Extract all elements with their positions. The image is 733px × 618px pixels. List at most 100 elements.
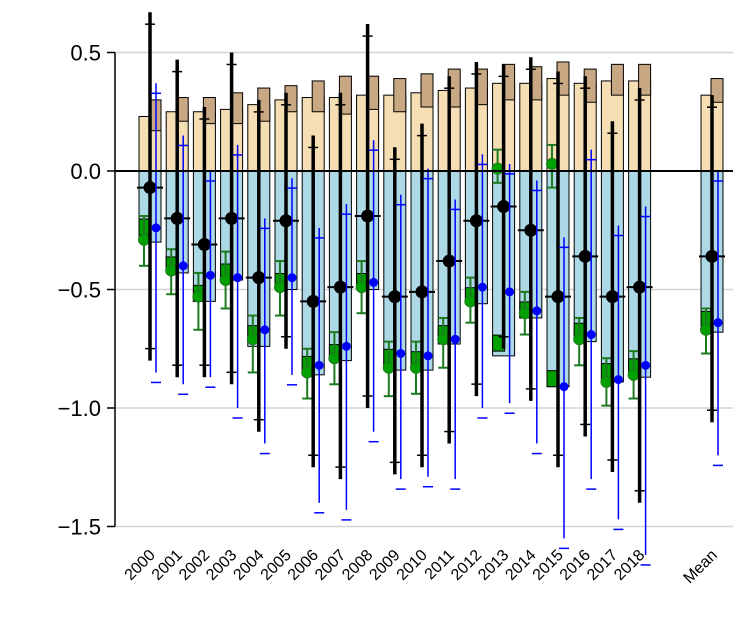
positive-bar-segment [610,63,624,96]
category-group-2013 [490,63,517,415]
green-point [138,233,150,246]
x-tick-label-2015: 2015 [530,547,567,584]
y-tick-label-3: 0.0 [70,159,101,184]
black-point [442,254,456,268]
x-tick-label-2009: 2009 [366,547,403,584]
category-group-2004 [245,87,272,455]
green-point [246,333,259,346]
green-point [464,295,477,308]
green-point [382,361,395,374]
x-tick-label-2001: 2001 [149,547,186,584]
blue-point [477,282,487,292]
green-point [627,368,640,381]
blue-point [450,334,460,344]
blue-point [713,318,723,328]
green-point [165,264,178,277]
category-group-2001 [164,59,191,396]
x-tick-label-2000: 2000 [122,547,159,584]
x-tick-label-2014: 2014 [502,547,539,584]
y-tick-label-4: 0.5 [70,41,101,66]
category-group-2017 [599,63,626,531]
black-point [415,285,429,299]
x-tick-label-2017: 2017 [584,547,621,584]
category-group-2005 [273,85,299,386]
black-point [388,290,402,304]
green-point [410,361,422,374]
black-point [143,181,157,195]
positive-bar-segment [638,63,652,96]
black-point [578,249,592,263]
category-group-2006 [300,80,327,514]
x-tick-label-2010: 2010 [394,547,431,584]
black-point [705,249,719,263]
green-point [301,366,314,379]
positive-bar-segment [311,80,325,113]
blue-point [314,360,324,370]
black-point [197,237,211,251]
category-group-2014 [517,57,544,455]
black-point [524,223,538,237]
x-tick-label-2004: 2004 [230,547,267,584]
black-point [333,280,347,294]
blue-point [396,348,406,358]
black-point [279,214,293,228]
blue-point [505,287,515,297]
category-group-2010 [409,73,435,488]
blue-point [641,360,651,370]
black-point [252,271,266,285]
y-tick-label-0: −1.5 [58,515,101,540]
blue-point [260,325,270,335]
x-tick-label-2008: 2008 [339,547,376,584]
y-tick-label-2: −0.5 [58,278,101,303]
black-point [497,200,511,214]
x-tick-label-2003: 2003 [203,547,240,584]
black-point [225,211,239,225]
black-point [170,211,184,225]
category-group-2011 [436,68,463,490]
blue-point [532,306,542,316]
black-point [551,290,565,304]
black-point [469,214,483,228]
x-tick-label-2016: 2016 [557,547,594,584]
blue-point [233,273,243,283]
category-group-2016 [572,68,599,490]
blue-point [287,273,297,283]
category-group-2000 [137,12,163,384]
black-point [633,280,647,294]
green-point [700,323,712,336]
green-point [518,307,531,320]
category-group-2018 [626,63,653,566]
category-group-2012 [463,61,490,419]
blue-point [369,277,379,287]
category-group-2003 [218,52,245,419]
green-point [600,375,613,388]
x-tick-label-2012: 2012 [448,547,485,584]
blue-point [341,341,351,351]
x-tick-label-2005: 2005 [258,547,295,584]
positive-bar-segment [420,73,434,108]
positive-bar-segment [710,78,724,103]
green-point [328,352,341,365]
blue-point [205,270,215,280]
green-point [355,281,368,294]
black-point [306,294,320,308]
green-point [573,333,586,346]
green-point [437,333,450,346]
blue-point [586,330,596,340]
x-tick-label-2002: 2002 [176,547,213,584]
blue-point [613,375,623,385]
category-group-2007 [327,75,354,521]
green-point [192,290,205,303]
positive-bar-segment [393,78,407,113]
green-point [219,274,232,287]
blue-point [151,223,161,233]
category-group-2008 [354,24,381,443]
blue-point [559,382,569,392]
black-point [361,209,375,223]
x-tick-label-2006: 2006 [285,547,322,584]
black-point [605,290,619,304]
category-group-2002 [191,97,218,388]
blue-point [423,351,433,361]
green-point [546,157,558,170]
